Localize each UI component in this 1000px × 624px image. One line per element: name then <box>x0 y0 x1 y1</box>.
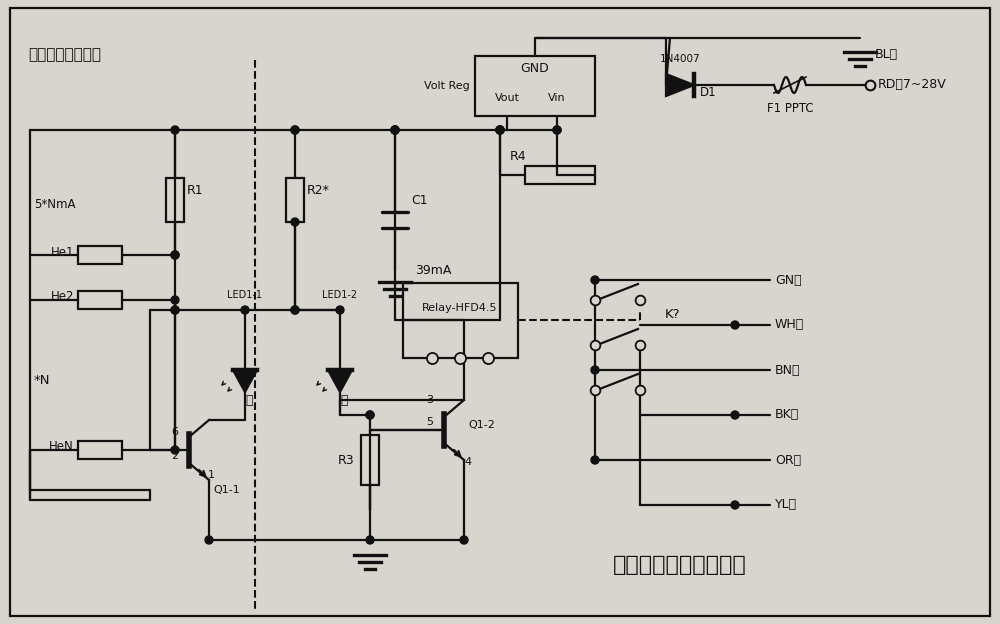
Bar <box>361 435 379 485</box>
Text: 3: 3 <box>426 395 434 405</box>
Text: LED1-1: LED1-1 <box>228 290 262 300</box>
Circle shape <box>171 126 179 134</box>
Text: Q1-2: Q1-2 <box>468 420 495 430</box>
Text: 39mA: 39mA <box>415 263 451 276</box>
Polygon shape <box>328 370 352 392</box>
Text: He2: He2 <box>50 291 74 303</box>
Circle shape <box>366 411 374 419</box>
Circle shape <box>731 501 739 509</box>
Circle shape <box>731 321 739 329</box>
Text: 4: 4 <box>464 457 472 467</box>
Bar <box>402 283 518 358</box>
Text: 霍尔与逻辑磁编码电路: 霍尔与逻辑磁编码电路 <box>613 555 747 575</box>
Circle shape <box>171 446 179 454</box>
Circle shape <box>391 126 399 134</box>
Text: *N: *N <box>34 374 50 386</box>
Text: R3: R3 <box>338 454 355 467</box>
Text: LED1-2: LED1-2 <box>322 290 358 300</box>
Text: R2*: R2* <box>307 183 330 197</box>
Text: 红: 红 <box>245 394 253 406</box>
Text: C1: C1 <box>411 193 428 207</box>
Circle shape <box>366 411 374 419</box>
Text: He1: He1 <box>50 245 74 258</box>
Text: R4: R4 <box>510 150 527 163</box>
Text: 2: 2 <box>171 451 179 461</box>
Circle shape <box>171 296 179 304</box>
Text: Q1-1: Q1-1 <box>213 485 240 495</box>
Circle shape <box>591 456 599 464</box>
Circle shape <box>591 366 599 374</box>
Circle shape <box>291 126 299 134</box>
Text: BK黑: BK黑 <box>775 409 799 421</box>
Text: GN绿: GN绿 <box>775 273 802 286</box>
Polygon shape <box>666 74 694 96</box>
Circle shape <box>553 126 561 134</box>
Circle shape <box>171 306 179 314</box>
Circle shape <box>291 306 299 314</box>
Text: K?: K? <box>665 308 680 321</box>
Text: 5: 5 <box>426 417 434 427</box>
Circle shape <box>391 126 399 134</box>
Bar <box>78 246 122 264</box>
Circle shape <box>291 306 299 314</box>
Bar <box>78 441 122 459</box>
Text: D1: D1 <box>700 87 717 99</box>
Polygon shape <box>233 370 257 392</box>
Circle shape <box>496 126 504 134</box>
Bar <box>78 291 122 309</box>
Text: WH白: WH白 <box>775 318 804 331</box>
Text: YL黄: YL黄 <box>775 499 797 512</box>
Text: R1: R1 <box>187 183 204 197</box>
Bar <box>525 166 595 184</box>
Circle shape <box>291 218 299 226</box>
Text: Vin: Vin <box>548 93 566 103</box>
Circle shape <box>171 306 179 314</box>
Text: 霍尔与逻辑磁编码: 霍尔与逻辑磁编码 <box>28 47 101 62</box>
Circle shape <box>496 126 504 134</box>
Text: Vout: Vout <box>494 93 520 103</box>
Text: HeN: HeN <box>49 441 74 454</box>
Bar <box>166 178 184 222</box>
Circle shape <box>391 126 399 134</box>
Circle shape <box>336 306 344 314</box>
Text: F1 PPTC: F1 PPTC <box>767 102 813 115</box>
Text: OR橙: OR橙 <box>775 454 801 467</box>
Circle shape <box>496 126 504 134</box>
Text: 6: 6 <box>172 427 178 437</box>
Circle shape <box>591 276 599 284</box>
Text: BL蓝: BL蓝 <box>875 49 898 62</box>
Text: 1: 1 <box>208 470 214 480</box>
Text: RD红7~28V: RD红7~28V <box>878 79 947 92</box>
Circle shape <box>731 411 739 419</box>
Bar <box>475 56 595 116</box>
Text: 绿: 绿 <box>340 394 348 406</box>
Circle shape <box>366 536 374 544</box>
Text: 5*NmA: 5*NmA <box>34 198 76 212</box>
Circle shape <box>460 536 468 544</box>
Circle shape <box>291 126 299 134</box>
Circle shape <box>205 536 213 544</box>
Text: Relay-HFD4.5: Relay-HFD4.5 <box>422 303 498 313</box>
Bar <box>286 178 304 222</box>
Text: Volt Reg: Volt Reg <box>424 81 470 91</box>
Text: GND: GND <box>521 62 549 74</box>
Circle shape <box>553 126 561 134</box>
Circle shape <box>241 306 249 314</box>
Circle shape <box>171 251 179 259</box>
Circle shape <box>171 251 179 259</box>
Text: BN棕: BN棕 <box>775 364 800 376</box>
Circle shape <box>496 126 504 134</box>
Text: 1N4007: 1N4007 <box>660 54 700 64</box>
